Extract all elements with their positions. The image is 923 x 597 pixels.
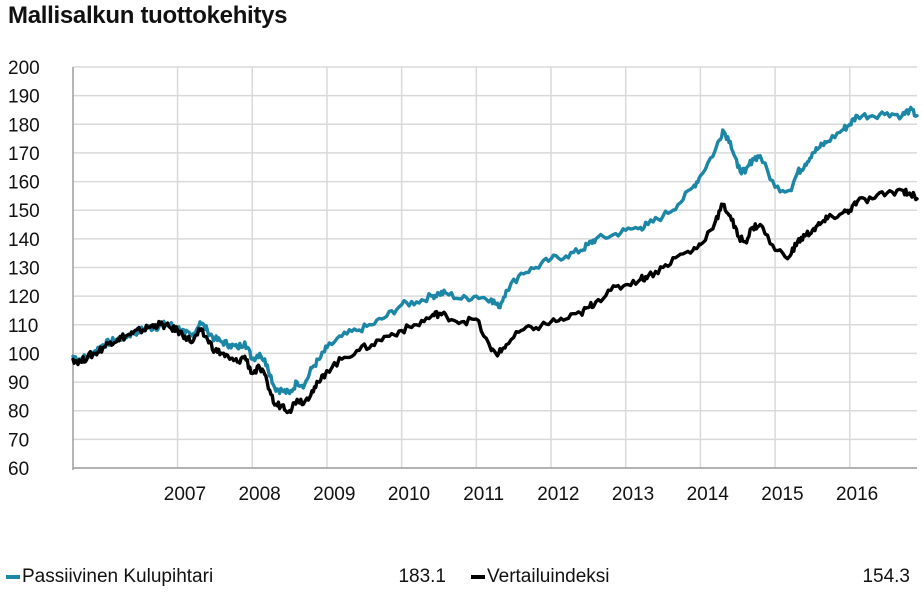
legend-swatch-index bbox=[471, 574, 485, 579]
y-tick-label: 80 bbox=[8, 402, 29, 423]
legend-item-index: Vertailuindeksi bbox=[471, 566, 610, 588]
legend-swatch-passive bbox=[6, 574, 20, 579]
gridlines bbox=[72, 66, 917, 470]
x-tick-label: 2012 bbox=[537, 484, 579, 505]
y-tick-label: 110 bbox=[8, 316, 38, 337]
y-tick-label: 120 bbox=[8, 287, 40, 308]
legend-item-passive: Passiivinen Kulupihtari bbox=[6, 566, 213, 588]
x-tick-label: 2007 bbox=[164, 484, 206, 505]
x-tick-label: 2015 bbox=[761, 484, 803, 505]
series-line-passive bbox=[71, 105, 919, 396]
y-tick-label: 60 bbox=[8, 459, 29, 480]
x-tick-label: 2011 bbox=[463, 484, 504, 505]
y-tick-label: 160 bbox=[8, 173, 40, 194]
y-tick-label: 180 bbox=[8, 115, 40, 136]
y-tick-label: 190 bbox=[8, 87, 40, 108]
y-tick-label: 70 bbox=[8, 430, 29, 451]
legend-label-passive: Passiivinen Kulupihtari bbox=[22, 566, 214, 587]
x-tick-label: 2013 bbox=[612, 484, 654, 505]
series-line-index bbox=[71, 187, 919, 415]
line-chart: 60 70 80 90 100 110 120 130 140 150 160 170 180 190 20… bbox=[8, 58, 919, 505]
y-tick-label: 150 bbox=[8, 201, 40, 222]
y-tick-label: 130 bbox=[8, 259, 40, 280]
x-tick-label: 2008 bbox=[238, 484, 280, 505]
x-tick-label: 2016 bbox=[836, 484, 878, 505]
y-tick-label: 90 bbox=[8, 373, 29, 394]
y-tick-label: 200 bbox=[8, 58, 40, 79]
axis-ticks: 60 70 80 90 100 110 120 130 140 150 160 170 180 190 20… bbox=[8, 58, 878, 505]
y-tick-label: 140 bbox=[8, 230, 40, 251]
legend-value-passive: 183.1 bbox=[398, 566, 446, 587]
legend-label-index: Vertailuindeksi bbox=[487, 566, 610, 587]
x-tick-label: 2014 bbox=[687, 484, 730, 505]
series-lines bbox=[71, 105, 919, 415]
x-tick-label: 2010 bbox=[388, 484, 430, 505]
chart-title: Mallisalkun tuottokehitys bbox=[8, 2, 288, 29]
x-tick-label: 2009 bbox=[313, 484, 355, 505]
y-tick-label: 170 bbox=[8, 144, 40, 165]
legend-value-index: 154.3 bbox=[862, 566, 910, 587]
y-tick-label: 100 bbox=[8, 344, 40, 365]
